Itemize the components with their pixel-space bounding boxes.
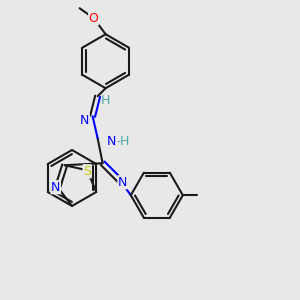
Text: H: H bbox=[101, 94, 110, 107]
Text: N: N bbox=[80, 114, 89, 127]
Text: -: - bbox=[117, 136, 121, 146]
Text: O: O bbox=[89, 12, 99, 25]
Text: S: S bbox=[83, 165, 91, 178]
Text: H: H bbox=[120, 135, 129, 148]
Text: N: N bbox=[51, 181, 60, 194]
Text: N: N bbox=[107, 135, 116, 148]
Text: N: N bbox=[118, 176, 127, 189]
